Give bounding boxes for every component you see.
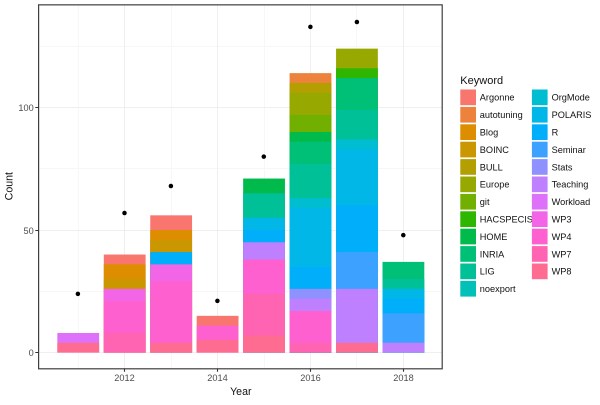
- svg-text:2018: 2018: [393, 373, 413, 383]
- svg-text:autotuning: autotuning: [480, 110, 523, 120]
- svg-text:WP7: WP7: [552, 249, 572, 259]
- svg-text:WP4: WP4: [552, 232, 572, 242]
- svg-text:Seminar: Seminar: [552, 145, 586, 155]
- svg-text:Blog: Blog: [480, 127, 498, 137]
- svg-text:Teaching: Teaching: [552, 180, 589, 190]
- svg-text:BULL: BULL: [480, 162, 503, 172]
- svg-text:OrgMode: OrgMode: [552, 93, 590, 103]
- svg-text:WP3: WP3: [552, 214, 572, 224]
- svg-text:Stats: Stats: [552, 162, 573, 172]
- svg-text:2016: 2016: [300, 373, 320, 383]
- svg-text:HOME: HOME: [480, 232, 508, 242]
- svg-text:git: git: [480, 197, 490, 207]
- svg-text:100: 100: [18, 103, 33, 113]
- svg-text:Count: Count: [4, 172, 16, 200]
- svg-text:Europe: Europe: [480, 180, 510, 190]
- svg-text:HACSPECIS: HACSPECIS: [480, 214, 533, 224]
- svg-text:Keyword: Keyword: [460, 75, 503, 87]
- svg-text:2014: 2014: [207, 373, 227, 383]
- svg-text:0: 0: [29, 348, 34, 358]
- svg-text:LIG: LIG: [480, 267, 495, 277]
- svg-text:INRIA: INRIA: [480, 249, 505, 259]
- svg-text:BOINC: BOINC: [480, 145, 509, 155]
- svg-text:WP8: WP8: [552, 267, 572, 277]
- svg-text:noexport: noexport: [480, 284, 516, 294]
- svg-text:2012: 2012: [114, 373, 134, 383]
- svg-text:Workload: Workload: [552, 197, 591, 207]
- svg-text:Argonne: Argonne: [480, 93, 515, 103]
- svg-text:POLARIS: POLARIS: [552, 110, 592, 120]
- svg-text:R: R: [552, 127, 559, 137]
- svg-text:50: 50: [23, 226, 33, 236]
- svg-text:Year: Year: [230, 386, 252, 398]
